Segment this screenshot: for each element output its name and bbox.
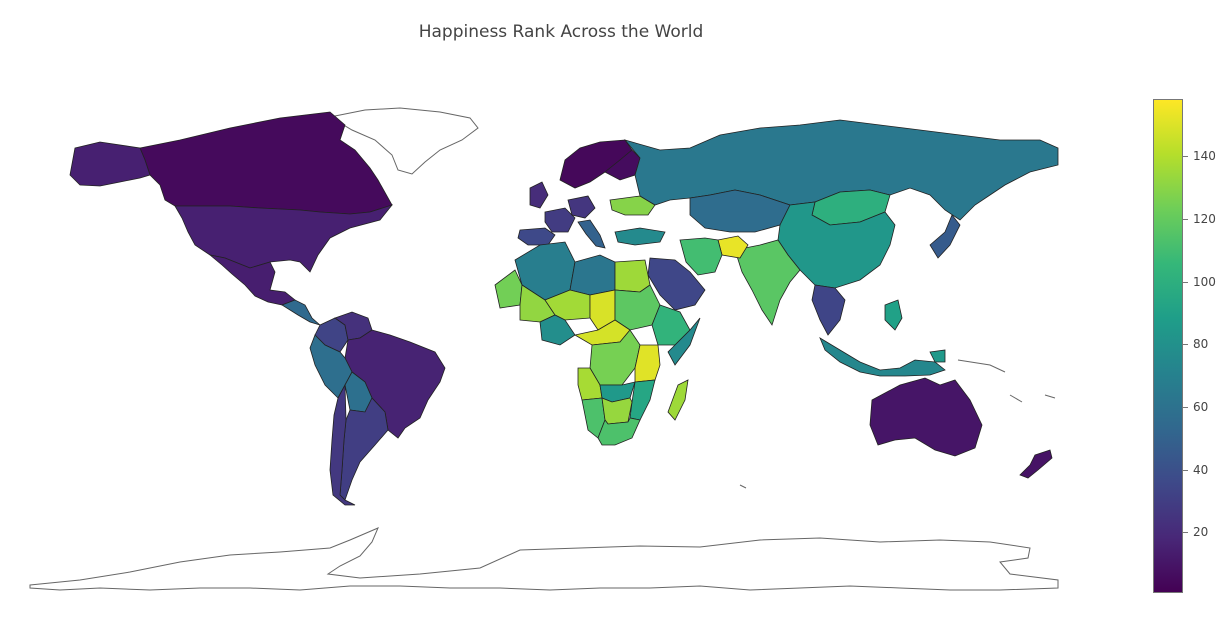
colorbar-tick-label: 60 xyxy=(1193,400,1209,415)
colorbar-tick-mark xyxy=(1183,219,1188,221)
region-egypt xyxy=(614,259,651,293)
colorbar-tick-label: 80 xyxy=(1193,337,1209,352)
region-italy xyxy=(577,219,606,249)
colorbar-tick-label: 140 xyxy=(1193,149,1216,164)
antarctica xyxy=(29,527,1059,591)
colorbar-tick-mark xyxy=(1183,281,1188,283)
region-mauritania xyxy=(494,269,523,309)
region-botswana xyxy=(601,397,633,425)
greenland xyxy=(328,107,479,175)
region-central-america xyxy=(281,299,321,326)
region-saudi-arabia xyxy=(647,257,706,311)
colorbar xyxy=(1153,99,1183,593)
region-turkey xyxy=(614,227,666,246)
colorbar-tick-mark xyxy=(1183,532,1188,534)
no-data-land xyxy=(29,107,1059,591)
pacific-islands xyxy=(739,359,1056,489)
region-japan xyxy=(929,214,961,259)
region-uk xyxy=(529,181,549,209)
region-madagascar xyxy=(667,379,689,421)
region-canada xyxy=(139,111,393,215)
region-philippines xyxy=(884,299,903,331)
colorbar-tick-mark xyxy=(1183,407,1188,409)
countries xyxy=(69,111,1059,506)
region-png xyxy=(929,349,946,363)
region-somalia xyxy=(667,317,701,366)
region-iran xyxy=(679,237,723,276)
colorbar-tick-mark xyxy=(1183,156,1188,158)
region-germany xyxy=(567,195,596,219)
region-india xyxy=(734,239,801,326)
region-south-africa xyxy=(597,417,641,446)
region-libya xyxy=(569,254,616,296)
region-chile xyxy=(329,383,356,506)
region-united-states xyxy=(174,204,394,273)
colorbar-tick-label: 20 xyxy=(1193,525,1209,540)
colorbar-tick-label: 100 xyxy=(1193,274,1216,289)
colorbar-tick-label: 40 xyxy=(1193,462,1209,477)
region-mexico xyxy=(209,254,296,306)
region-tanzania xyxy=(634,344,661,383)
region-new-zealand xyxy=(1019,449,1053,479)
region-iberia xyxy=(517,227,556,246)
colorbar-tick-mark xyxy=(1183,344,1188,346)
region-indonesia xyxy=(819,337,946,377)
region-southeast-asia xyxy=(811,284,846,336)
region-argentina xyxy=(339,397,389,501)
chart-title: Happiness Rank Across the World xyxy=(418,22,704,42)
region-alaska xyxy=(69,141,151,187)
region-australia xyxy=(869,377,983,457)
colorbar-tick-label: 120 xyxy=(1193,212,1216,227)
region-france xyxy=(544,207,576,233)
colorbar-tick-mark xyxy=(1183,469,1188,471)
